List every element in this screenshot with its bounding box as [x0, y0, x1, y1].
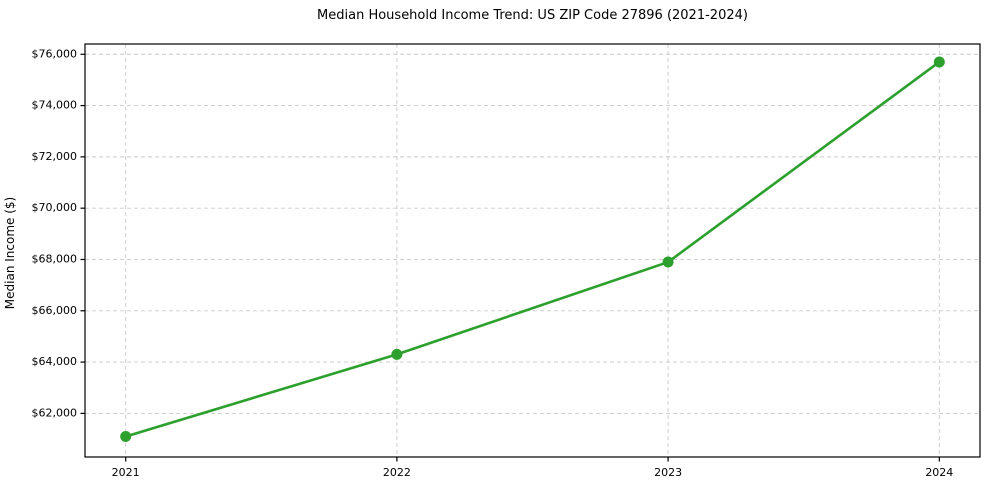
y-tick-label: $66,000: [32, 304, 78, 317]
data-point: [120, 430, 132, 442]
y-tick-label: $68,000: [32, 252, 78, 265]
x-tick-label: 2024: [925, 466, 953, 479]
plot-border: [84, 43, 981, 458]
y-tick-label: $72,000: [32, 150, 78, 163]
y-tick-label: $64,000: [32, 355, 78, 368]
chart-title: Median Household Income Trend: US ZIP Co…: [317, 8, 748, 23]
y-tick-label: $70,000: [32, 201, 78, 214]
x-tick-label: 2022: [383, 466, 411, 479]
x-tick-label: 2021: [112, 466, 140, 479]
y-tick-label: $76,000: [32, 47, 78, 60]
data-point: [933, 56, 945, 68]
y-axis-label: Median Income ($): [3, 197, 17, 309]
data-point: [391, 348, 403, 360]
data-point: [662, 256, 674, 268]
y-tick-label: $62,000: [32, 406, 78, 419]
x-tick-label: 2023: [654, 466, 682, 479]
y-tick-label: $74,000: [32, 99, 78, 112]
trend-line: [124, 60, 941, 438]
